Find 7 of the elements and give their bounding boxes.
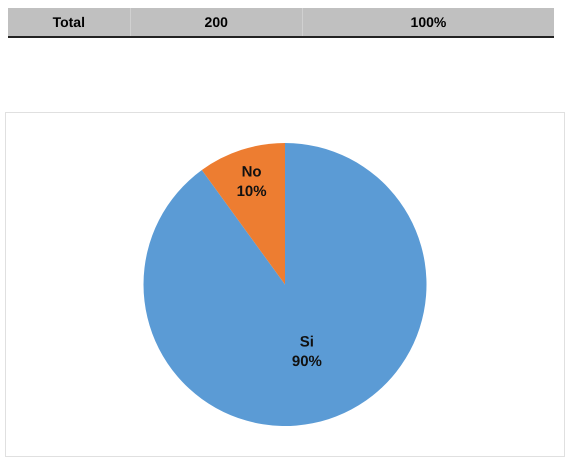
data-label: 90% <box>292 353 322 370</box>
data-label: 10% <box>236 182 267 200</box>
table-row: Total 200 100% <box>8 8 554 38</box>
slice-label: No <box>242 163 262 180</box>
slice-label: Si <box>300 334 314 351</box>
pie-slice <box>202 143 285 284</box>
pie-slice <box>144 143 426 426</box>
